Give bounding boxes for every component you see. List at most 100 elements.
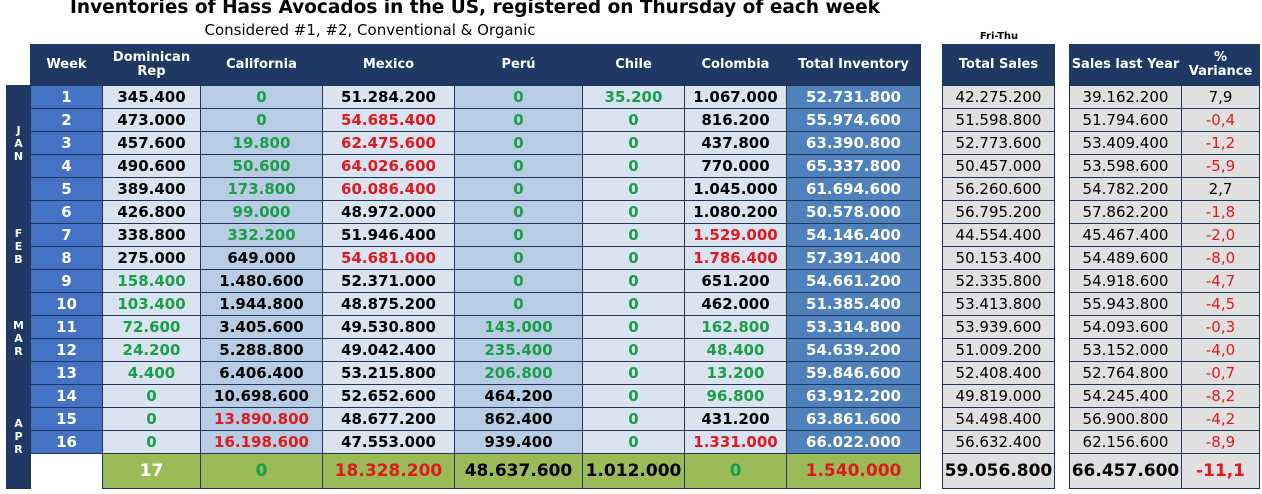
dominican-cell: 473.000 xyxy=(102,108,201,132)
header-week: Week xyxy=(30,44,103,86)
header-peru: Perú xyxy=(454,44,583,86)
month-letter: P xyxy=(14,430,23,443)
california-cell: 3.405.600 xyxy=(200,315,323,339)
table-row: A P R 14 0 10.698.600 52.652.600 464.200 0 96.800… xyxy=(6,384,921,489)
peru-cell: 939.400 xyxy=(454,430,583,454)
header-dominican: Dominican Rep xyxy=(102,44,201,86)
week-cell: 13 xyxy=(30,361,103,385)
table-row: 45.467.400 -2,0 xyxy=(1069,223,1260,247)
colombia-cell: 1.529.000 xyxy=(684,223,787,247)
week-cell: 6 xyxy=(30,200,103,224)
mexico-cell: 48.677.200 xyxy=(322,407,455,431)
mexico-cell: 62.475.600 xyxy=(322,131,455,155)
california-cell: 0 xyxy=(200,108,323,132)
california-cell: 18.328.200 xyxy=(322,453,455,489)
mexico-cell: 53.215.800 xyxy=(322,361,455,385)
variance-cell: -1,8 xyxy=(1181,200,1260,224)
dominican-cell: 0 xyxy=(102,407,201,431)
colombia-cell: 1.080.200 xyxy=(684,200,787,224)
table-row: 2 473.000 0 54.685.400 0 0 816.200 55.974.600 xyxy=(7,108,921,132)
total-sales-cell: 50.457.000 xyxy=(942,154,1055,178)
mexico-cell: 49.042.400 xyxy=(322,338,455,362)
table-row: 12 24.200 5.288.800 49.042.400 235.400 0 48.40… xyxy=(7,338,921,362)
table-row: 5 389.400 173.800 60.086.400 0 0 1.045.000 61.6… xyxy=(7,177,921,201)
dominican-cell: 490.600 xyxy=(102,154,201,178)
total-inventory-cell: 63.912.200 xyxy=(786,384,921,408)
total-sales-cell: 56.632.400 xyxy=(942,430,1055,454)
week-cell: 15 xyxy=(30,407,103,431)
month-letter: A xyxy=(14,417,23,430)
california-cell: 173.800 xyxy=(200,177,323,201)
dominican-cell: 0 xyxy=(102,430,201,454)
total-sales-cell: 51.598.800 xyxy=(942,108,1055,132)
california-cell: 1.480.600 xyxy=(200,269,323,293)
table-row: 57.862.200 -1,8 xyxy=(1069,200,1260,224)
week-cell: 3 xyxy=(30,131,103,155)
header-california: California xyxy=(200,44,323,86)
california-cell: 10.698.600 xyxy=(200,384,323,408)
month-letter: A xyxy=(14,332,23,345)
peru-cell: 0 xyxy=(454,292,583,316)
table-row: F E B 6 426.800 99.000 48.972.000 0 0 1.080.200 50… xyxy=(6,200,921,293)
total-row: 59.056.800 xyxy=(942,453,1055,489)
total-inventory-cell: 63.861.600 xyxy=(786,407,921,431)
month-letter: A xyxy=(14,136,23,150)
colombia-cell: 13.200 xyxy=(684,361,787,385)
sales-last-year-cell: 54.918.600 xyxy=(1069,269,1182,293)
sales-last-year-cell: 53.152.000 xyxy=(1069,338,1182,362)
chile-cell: 0 xyxy=(582,200,685,224)
colombia-cell: 651.200 xyxy=(684,269,787,293)
table-row: 16 0 16.198.600 47.553.000 939.400 0 1.331.000… xyxy=(7,430,921,454)
table-row: 52.335.800 xyxy=(942,269,1055,293)
month-letter: E xyxy=(14,240,23,253)
variance-cell: -4,0 xyxy=(1181,338,1260,362)
mexico-cell: 60.086.400 xyxy=(322,177,455,201)
colombia-cell: 431.200 xyxy=(684,407,787,431)
mexico-cell: 51.284.200 xyxy=(322,85,455,109)
week-cell: 17 xyxy=(102,453,201,489)
peru-cell: 0 xyxy=(454,269,583,293)
variance-cell: 7,9 xyxy=(1181,85,1260,109)
sales-last-year-cell: 53.598.600 xyxy=(1069,154,1182,178)
sales-last-year-cell: 54.245.400 xyxy=(1069,384,1182,408)
header-mexico: Mexico xyxy=(322,44,455,86)
peru-cell: 0 xyxy=(454,246,583,270)
mexico-cell: 48.637.600 xyxy=(454,453,583,489)
week-cell: 8 xyxy=(30,246,103,270)
dominican-cell: 24.200 xyxy=(102,338,201,362)
colombia-cell: 1.786.400 xyxy=(684,246,787,270)
variance-cell: -8,2 xyxy=(1181,384,1260,408)
table-row: 51.598.800 xyxy=(942,108,1055,132)
chile-cell: 35.200 xyxy=(582,85,685,109)
table-row: 55.943.800 -4,5 xyxy=(1069,292,1260,316)
table-row: 53.409.400 -1,2 xyxy=(1069,131,1260,155)
mexico-cell: 52.371.000 xyxy=(322,269,455,293)
total-sales-cell: 42.275.200 xyxy=(942,85,1055,109)
peru-cell: 0 xyxy=(454,154,583,178)
corner-cell xyxy=(7,45,31,86)
total-inventory-cell: 59.846.600 xyxy=(786,361,921,385)
total-inventory-cell: 52.731.800 xyxy=(786,85,921,109)
week-cell: 5 xyxy=(30,177,103,201)
total-row: 66.457.600 -11,1 xyxy=(1069,453,1260,489)
table-row: 53.152.000 -4,0 xyxy=(1069,338,1260,362)
table-row: 50.153.400 xyxy=(942,246,1055,270)
dominican-cell: 0 xyxy=(102,384,201,408)
chile-cell: 0 xyxy=(582,338,685,362)
total-sales-cell: 50.153.400 xyxy=(942,246,1055,270)
sales-last-year-cell: 62.156.600 xyxy=(1069,430,1182,454)
sales-period-label: Fri-Thu xyxy=(979,31,1019,42)
table-row: 56.632.400 xyxy=(942,430,1055,454)
table-row: 42.275.200 xyxy=(942,85,1055,109)
dominican-cell: 72.600 xyxy=(102,315,201,339)
table-row: 54.245.400 -8,2 xyxy=(1069,384,1260,408)
total-inventory-cell: 65.337.800 xyxy=(786,154,921,178)
total-inventory-cell: 63.390.800 xyxy=(786,131,921,155)
colombia-cell: 437.800 xyxy=(684,131,787,155)
table-row: 44.554.400 xyxy=(942,223,1055,247)
header-sales-last-year: Sales last Year xyxy=(1069,44,1182,86)
table-row: 56.900.800 -4,2 xyxy=(1069,407,1260,431)
sales-last-year-cell: 57.862.200 xyxy=(1069,200,1182,224)
table-row: 13 4.400 6.406.400 53.215.800 206.800 0 13.200… xyxy=(7,361,921,385)
chile-cell: 0 xyxy=(684,453,787,489)
